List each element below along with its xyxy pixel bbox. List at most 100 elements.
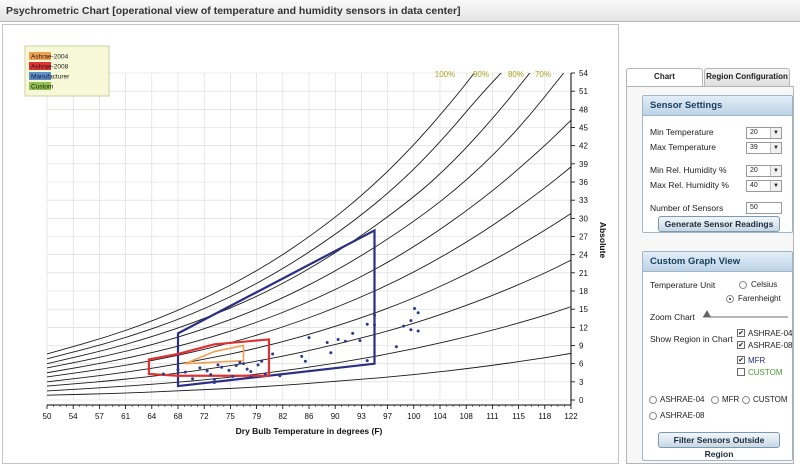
x-tick-label: 82 xyxy=(278,412,287,421)
chart-frame: 100% 90% 80% 70% 50 54 57 61 64 68 72 75 79 82 86 90 93 9… xyxy=(2,24,619,464)
sensor-point xyxy=(227,368,231,372)
temp-unit-label: Temperature Unit xyxy=(650,280,716,290)
ashrae-08-checkbox[interactable]: ✔ xyxy=(737,341,745,349)
sensor-point xyxy=(191,377,195,381)
humidity-curve-100 xyxy=(47,73,475,355)
custom-checkbox[interactable] xyxy=(737,368,745,376)
x-tick-label: 75 xyxy=(226,412,235,421)
custom-graph-section: Custom Graph View Temperature Unit Celsi… xyxy=(642,251,793,461)
sensor-point xyxy=(358,339,362,343)
humidity-curve-10 xyxy=(47,352,571,396)
tab-region-configuration[interactable]: Region Configuration xyxy=(704,68,790,86)
max-rh-value: 40 xyxy=(750,182,758,189)
humidity-curves xyxy=(47,73,571,396)
x-axis-label: Dry Bulb Temperature in degrees (F) xyxy=(236,426,383,436)
sensor-point xyxy=(271,352,275,356)
legend-swatch xyxy=(29,82,51,90)
x-tick-label: 93 xyxy=(357,412,366,421)
chevron-down-icon: ▼ xyxy=(770,181,781,191)
max-rh-select[interactable]: 40 ▼ xyxy=(746,180,782,192)
sensor-point xyxy=(413,307,417,311)
num-sensors-label: Number of Sensors xyxy=(650,203,724,213)
chevron-down-icon: ▼ xyxy=(770,128,781,138)
y-tick-label: 24 xyxy=(579,251,588,260)
humidity-curve-20 xyxy=(47,306,571,392)
num-sensors-input[interactable]: 50 xyxy=(746,202,782,214)
filter-custom-radio[interactable] xyxy=(742,396,750,404)
sensor-point xyxy=(409,328,413,332)
y-tick-label: 15 xyxy=(579,305,588,314)
x-tick-label: 111 xyxy=(486,412,499,421)
rh-label: 80% xyxy=(508,70,524,79)
sensor-point xyxy=(176,368,180,372)
sensor-point xyxy=(260,359,264,363)
humidity-curve-50 xyxy=(47,166,571,378)
y-tick-label: 3 xyxy=(579,378,584,387)
sensor-point xyxy=(205,369,209,373)
humidity-curve-30 xyxy=(47,259,571,387)
ashrae-04-checkbox[interactable]: ✔ xyxy=(737,329,745,337)
min-temp-select[interactable]: 20 ▼ xyxy=(746,127,782,139)
sensor-point xyxy=(256,363,260,367)
filter-ashrae-04-radio[interactable] xyxy=(649,396,657,404)
tab-bar: Chart Configuration Region Configuration xyxy=(626,66,794,97)
y-tick-label: 36 xyxy=(579,178,588,187)
sensor-point xyxy=(336,337,340,341)
sensor-point xyxy=(373,323,376,327)
sensor-point xyxy=(198,366,202,370)
generate-sensor-readings-button[interactable]: Generate Sensor Readings xyxy=(658,216,780,232)
sensor-point xyxy=(249,370,253,374)
sensor-point xyxy=(212,377,216,381)
sensor-point xyxy=(300,354,304,358)
filter-ashrae-08-radio[interactable] xyxy=(649,412,657,420)
sensor-point xyxy=(343,339,347,343)
mfr-checkbox[interactable]: ✔ xyxy=(737,356,745,364)
filter-custom-label: CUSTOM xyxy=(753,395,788,404)
filter-sensors-button[interactable]: Filter Sensors Outside Region xyxy=(658,432,780,459)
custom-graph-heading: Custom Graph View xyxy=(643,252,792,272)
x-tick-label: 104 xyxy=(433,412,447,421)
humidity-curve-70 xyxy=(47,73,565,369)
filter-mfr-radio[interactable] xyxy=(711,396,719,404)
sensor-point xyxy=(183,370,187,374)
y-tick-label: 18 xyxy=(579,287,588,296)
tab-chart-configuration[interactable]: Chart Configuration xyxy=(626,68,703,97)
farenheight-label: Farenheight xyxy=(738,294,781,303)
zoom-slider-track[interactable] xyxy=(703,316,788,318)
y-tick-label: 30 xyxy=(579,214,588,223)
farenheight-radio[interactable] xyxy=(726,295,734,303)
sensor-point xyxy=(416,329,420,333)
sensor-point xyxy=(416,311,420,315)
zoom-slider-thumb[interactable] xyxy=(703,310,712,317)
config-panel: Chart Configuration Region Configuration… xyxy=(623,66,797,464)
tab-body: Sensor Settings Min Temperature 20 ▼ Max… xyxy=(626,86,794,464)
sensor-point xyxy=(303,359,307,363)
max-temp-select[interactable]: 39 ▼ xyxy=(746,142,782,154)
y-tick-label: 45 xyxy=(579,124,588,133)
min-rh-select[interactable]: 20 ▼ xyxy=(746,165,782,177)
humidity-curve-80 xyxy=(47,73,531,365)
y-tick-label: 39 xyxy=(579,160,588,169)
x-tick-label: 54 xyxy=(69,412,78,421)
sensor-point xyxy=(365,359,369,363)
x-tick-label: 61 xyxy=(121,412,130,421)
legend-swatch xyxy=(29,62,51,70)
legend-swatch xyxy=(29,52,51,60)
celsius-radio[interactable] xyxy=(739,281,747,289)
rh-label: 70% xyxy=(535,70,551,79)
x-tick-label: 72 xyxy=(200,412,209,421)
chevron-down-icon: ▼ xyxy=(770,166,781,176)
psychrometric-chart: 100% 90% 80% 70%50 54 57 61 64 68 72 75 79 82 86 90 93 9… xyxy=(24,45,608,436)
x-tick-label: 115 xyxy=(512,412,525,421)
sensor-point xyxy=(220,365,224,369)
y-tick-label: 12 xyxy=(579,323,588,332)
celsius-label: Celsius xyxy=(751,280,778,289)
y-tick-label: 33 xyxy=(579,196,588,205)
y-tick-label: 21 xyxy=(579,269,588,278)
y-tick-label: 54 xyxy=(579,69,588,78)
sensor-point xyxy=(373,313,376,317)
sensor-point xyxy=(161,372,165,376)
page-title: Psychrometric Chart [operational view of… xyxy=(6,5,461,17)
y-tick-label: 51 xyxy=(579,87,588,96)
y-tick-label: 9 xyxy=(579,342,584,351)
